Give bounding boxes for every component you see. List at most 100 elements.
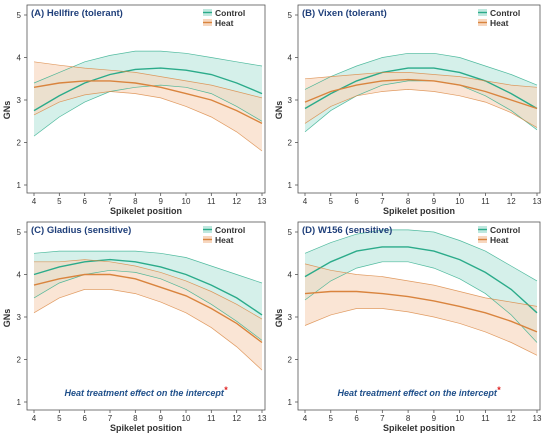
- x-tick-label: 6: [82, 414, 87, 423]
- significance-star: *: [497, 385, 501, 395]
- x-axis-label: Spikelet position: [383, 206, 455, 216]
- series-line-control: [33, 67, 263, 112]
- y-tick-label: 5: [17, 11, 22, 20]
- x-tick-label: 7: [380, 197, 385, 206]
- y-tick-label: 2: [288, 139, 293, 148]
- y-tick-label: 3: [17, 96, 22, 105]
- x-tick-label: 12: [232, 197, 241, 206]
- y-tick-label: 3: [288, 313, 293, 322]
- ci-upper-control: [304, 52, 538, 90]
- y-axis-label: GNs: [274, 101, 284, 120]
- y-tick-label: 3: [17, 313, 22, 322]
- ci-lower-heat: [33, 289, 263, 371]
- y-tick-label: 2: [17, 356, 22, 365]
- ci-lower-heat: [304, 89, 538, 128]
- ci-upper-heat: [34, 259, 263, 320]
- ci-lower-heat: [33, 91, 263, 152]
- ci-upper-control: [33, 250, 263, 284]
- ci-band-control: [305, 53, 537, 132]
- x-tick-label: 7: [380, 414, 385, 423]
- legend-label-heat: Heat: [215, 18, 234, 28]
- x-axis-label: Spikelet position: [383, 423, 455, 433]
- annotation-text: Heat treatment effect on the intercept*: [65, 385, 228, 398]
- legend-label-heat: Heat: [215, 235, 234, 245]
- y-tick-label: 1: [288, 181, 293, 190]
- series-line-control: [304, 67, 538, 110]
- y-axis-label: GNs: [2, 309, 12, 328]
- panel-title: (B) Vixen (tolerant): [302, 8, 387, 19]
- x-tick-label: 7: [108, 197, 113, 206]
- x-tick-label: 13: [533, 197, 542, 206]
- plot-frame: [297, 4, 541, 194]
- series-line-control: [33, 258, 263, 316]
- ci-upper-control: [33, 50, 263, 84]
- x-tick-label: 8: [406, 197, 411, 206]
- ci-band-heat: [305, 72, 537, 128]
- x-tick-label: 9: [432, 414, 437, 423]
- x-tick-label: 9: [432, 197, 437, 206]
- plot-frame: [26, 221, 266, 411]
- x-tick-label: 8: [133, 414, 138, 423]
- ci-upper-heat: [304, 263, 538, 307]
- plot-frame: [26, 4, 266, 194]
- x-tick-label: 13: [533, 414, 542, 423]
- plot-frame: [297, 221, 541, 411]
- y-tick-label: 1: [288, 398, 293, 407]
- x-axis-label: Spikelet position: [110, 206, 182, 216]
- panel-title: (D) W156 (sensitive): [302, 225, 392, 236]
- y-axis-label: GNs: [274, 309, 284, 328]
- x-tick-label: 9: [158, 197, 163, 206]
- x-tick-label: 5: [57, 414, 62, 423]
- ci-band-control: [305, 229, 537, 343]
- y-tick-label: 4: [288, 271, 293, 280]
- y-tick-label: 1: [17, 398, 22, 407]
- series-line-heat: [33, 273, 263, 344]
- x-tick-label: 11: [207, 197, 216, 206]
- x-tick-label: 11: [207, 414, 216, 423]
- x-tick-label: 9: [158, 414, 163, 423]
- ci-band-heat: [305, 263, 537, 356]
- annotation-text: Heat treatment effect on the intercept*: [338, 385, 501, 398]
- x-tick-label: 13: [258, 414, 267, 423]
- y-tick-label: 2: [17, 139, 22, 148]
- y-tick-label: 4: [17, 54, 22, 63]
- x-tick-label: 10: [182, 197, 191, 206]
- x-tick-label: 5: [329, 414, 334, 423]
- y-axis-label: GNs: [2, 101, 12, 120]
- x-tick-label: 11: [481, 197, 490, 206]
- y-tick-label: 5: [288, 228, 293, 237]
- x-axis-label: Spikelet position: [110, 423, 182, 433]
- x-tick-label: 12: [507, 197, 516, 206]
- x-tick-label: 4: [32, 414, 37, 423]
- x-tick-label: 12: [507, 414, 516, 423]
- x-tick-label: 4: [303, 197, 308, 206]
- ci-upper-heat: [33, 61, 263, 99]
- x-tick-label: 10: [182, 414, 191, 423]
- x-tick-label: 6: [354, 197, 359, 206]
- x-tick-label: 4: [303, 414, 308, 423]
- x-tick-label: 11: [481, 414, 490, 423]
- legend-label-heat: Heat: [490, 18, 509, 28]
- ci-lower-heat: [304, 308, 538, 356]
- y-tick-label: 5: [288, 11, 293, 20]
- x-tick-label: 12: [232, 414, 241, 423]
- y-tick-label: 3: [288, 96, 293, 105]
- x-tick-label: 8: [133, 197, 138, 206]
- series-line-control: [304, 246, 538, 314]
- ci-band-heat: [34, 259, 262, 371]
- y-tick-label: 5: [17, 228, 22, 237]
- ci-lower-control: [304, 261, 538, 343]
- significance-star: *: [224, 385, 228, 395]
- y-tick-label: 1: [17, 181, 22, 190]
- ci-upper-control: [304, 229, 538, 282]
